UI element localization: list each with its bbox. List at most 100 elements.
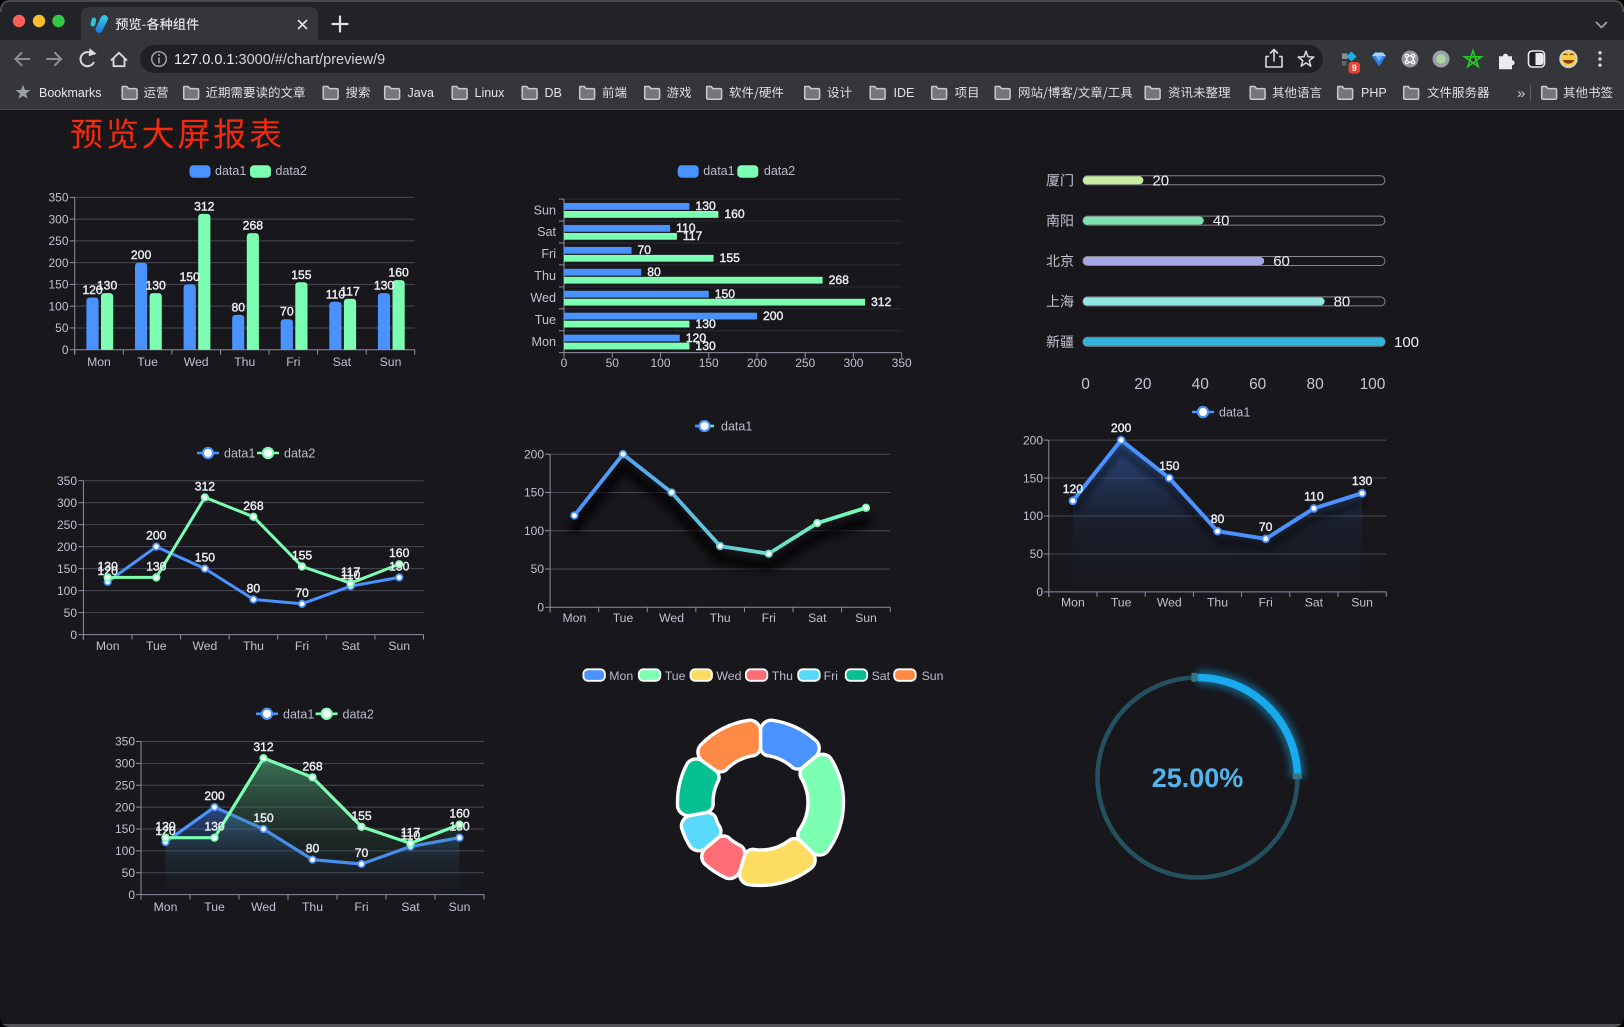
svg-text:Mon: Mon xyxy=(563,611,587,625)
svg-text:110: 110 xyxy=(341,568,361,582)
svg-text:Sun: Sun xyxy=(534,203,556,217)
svg-text:120: 120 xyxy=(82,283,103,297)
svg-text:100: 100 xyxy=(650,356,670,370)
svg-text:127.0.0.1:3000/#/chart/preview: 127.0.0.1:3000/#/chart/preview/9 xyxy=(174,52,385,68)
svg-text:0: 0 xyxy=(537,601,544,615)
svg-text:Fri: Fri xyxy=(541,247,556,261)
svg-text:Tue: Tue xyxy=(613,611,634,625)
svg-text:Fri: Fri xyxy=(824,669,838,683)
svg-text:250: 250 xyxy=(795,356,815,370)
svg-text:155: 155 xyxy=(351,809,372,823)
svg-text:Sun: Sun xyxy=(449,900,471,914)
svg-text:268: 268 xyxy=(829,273,850,287)
svg-text:data1: data1 xyxy=(215,164,246,178)
svg-text:80: 80 xyxy=(1306,376,1324,393)
svg-text:155: 155 xyxy=(292,548,313,562)
svg-text:200: 200 xyxy=(131,248,152,262)
svg-text:200: 200 xyxy=(146,529,167,543)
svg-text:250: 250 xyxy=(48,234,68,248)
svg-text:Sat: Sat xyxy=(401,900,420,914)
svg-text:50: 50 xyxy=(55,321,69,335)
svg-text:130: 130 xyxy=(204,820,225,834)
svg-text:80: 80 xyxy=(1211,512,1225,526)
svg-text:Sun: Sun xyxy=(922,669,944,683)
svg-text:200: 200 xyxy=(763,309,784,323)
svg-text:Wed: Wed xyxy=(192,639,217,653)
svg-text:130: 130 xyxy=(695,317,716,331)
svg-text:350: 350 xyxy=(48,191,68,205)
svg-text:150: 150 xyxy=(1159,459,1180,473)
svg-text:70: 70 xyxy=(295,586,309,600)
svg-text:0: 0 xyxy=(1036,585,1043,599)
svg-text:60: 60 xyxy=(1249,376,1267,393)
svg-text:PHP: PHP xyxy=(1361,86,1387,100)
svg-text:250: 250 xyxy=(115,778,135,792)
svg-text:50: 50 xyxy=(606,356,620,370)
svg-text:268: 268 xyxy=(243,499,264,513)
svg-text:70: 70 xyxy=(280,305,294,319)
svg-text:Tue: Tue xyxy=(204,900,225,914)
svg-text:70: 70 xyxy=(355,846,369,860)
svg-text:Linux: Linux xyxy=(475,86,506,100)
svg-text:Fri: Fri xyxy=(1259,596,1273,610)
svg-text:268: 268 xyxy=(302,759,323,773)
svg-text:50: 50 xyxy=(122,866,136,880)
svg-text:80: 80 xyxy=(247,581,261,595)
svg-text:120: 120 xyxy=(155,824,176,838)
svg-text:117: 117 xyxy=(401,825,421,839)
svg-text:120: 120 xyxy=(98,564,119,578)
svg-text:Sat: Sat xyxy=(808,611,827,625)
svg-text:160: 160 xyxy=(724,207,745,221)
svg-text:50: 50 xyxy=(64,606,78,620)
svg-text:Wed: Wed xyxy=(1157,596,1182,610)
svg-text:Sun: Sun xyxy=(1351,596,1373,610)
svg-text:Fri: Fri xyxy=(286,355,300,369)
svg-text:200: 200 xyxy=(204,789,225,803)
svg-text:40: 40 xyxy=(1213,213,1230,230)
svg-text:20: 20 xyxy=(1152,172,1169,189)
svg-text:Thu: Thu xyxy=(534,269,556,283)
svg-text:100: 100 xyxy=(1394,334,1419,351)
svg-text:20: 20 xyxy=(1134,376,1152,393)
svg-text:Thu: Thu xyxy=(243,639,264,653)
svg-text:70: 70 xyxy=(638,243,652,257)
svg-text:150: 150 xyxy=(195,551,216,565)
svg-text:300: 300 xyxy=(57,496,77,510)
svg-text:350: 350 xyxy=(892,356,912,370)
svg-text:150: 150 xyxy=(699,356,719,370)
svg-text:Sat: Sat xyxy=(333,355,352,369)
svg-text:100: 100 xyxy=(48,299,68,313)
svg-text:300: 300 xyxy=(843,356,863,370)
svg-text:Bookmarks: Bookmarks xyxy=(39,86,102,100)
svg-text:data1: data1 xyxy=(1219,406,1250,420)
svg-text:Mon: Mon xyxy=(154,900,178,914)
svg-text:DB: DB xyxy=(545,86,562,100)
svg-text:data1: data1 xyxy=(721,420,752,434)
svg-text:Thu: Thu xyxy=(1207,596,1228,610)
svg-text:Mon: Mon xyxy=(609,669,633,683)
svg-text:150: 150 xyxy=(253,811,274,825)
svg-text:312: 312 xyxy=(194,199,215,213)
svg-text:data2: data2 xyxy=(343,707,374,721)
svg-text:Thu: Thu xyxy=(234,355,255,369)
svg-text:110: 110 xyxy=(326,287,346,301)
svg-text:Tue: Tue xyxy=(137,355,158,369)
svg-text:data1: data1 xyxy=(703,164,734,178)
svg-text:Thu: Thu xyxy=(710,611,731,625)
svg-text:120: 120 xyxy=(1063,482,1084,496)
svg-text:70: 70 xyxy=(1259,520,1273,534)
svg-text:150: 150 xyxy=(524,486,544,500)
svg-text:100: 100 xyxy=(524,524,544,538)
svg-text:80: 80 xyxy=(231,300,245,314)
svg-text:155: 155 xyxy=(720,251,741,265)
svg-text:Thu: Thu xyxy=(302,900,323,914)
svg-text:50: 50 xyxy=(531,562,545,576)
svg-text:0: 0 xyxy=(561,356,568,370)
svg-text:160: 160 xyxy=(389,546,410,560)
svg-text:Wed: Wed xyxy=(251,900,276,914)
svg-text:300: 300 xyxy=(48,212,68,226)
svg-text:Sun: Sun xyxy=(855,611,877,625)
svg-text:Java: Java xyxy=(408,86,434,100)
svg-text:117: 117 xyxy=(340,284,360,298)
svg-text:9: 9 xyxy=(1352,63,1357,73)
